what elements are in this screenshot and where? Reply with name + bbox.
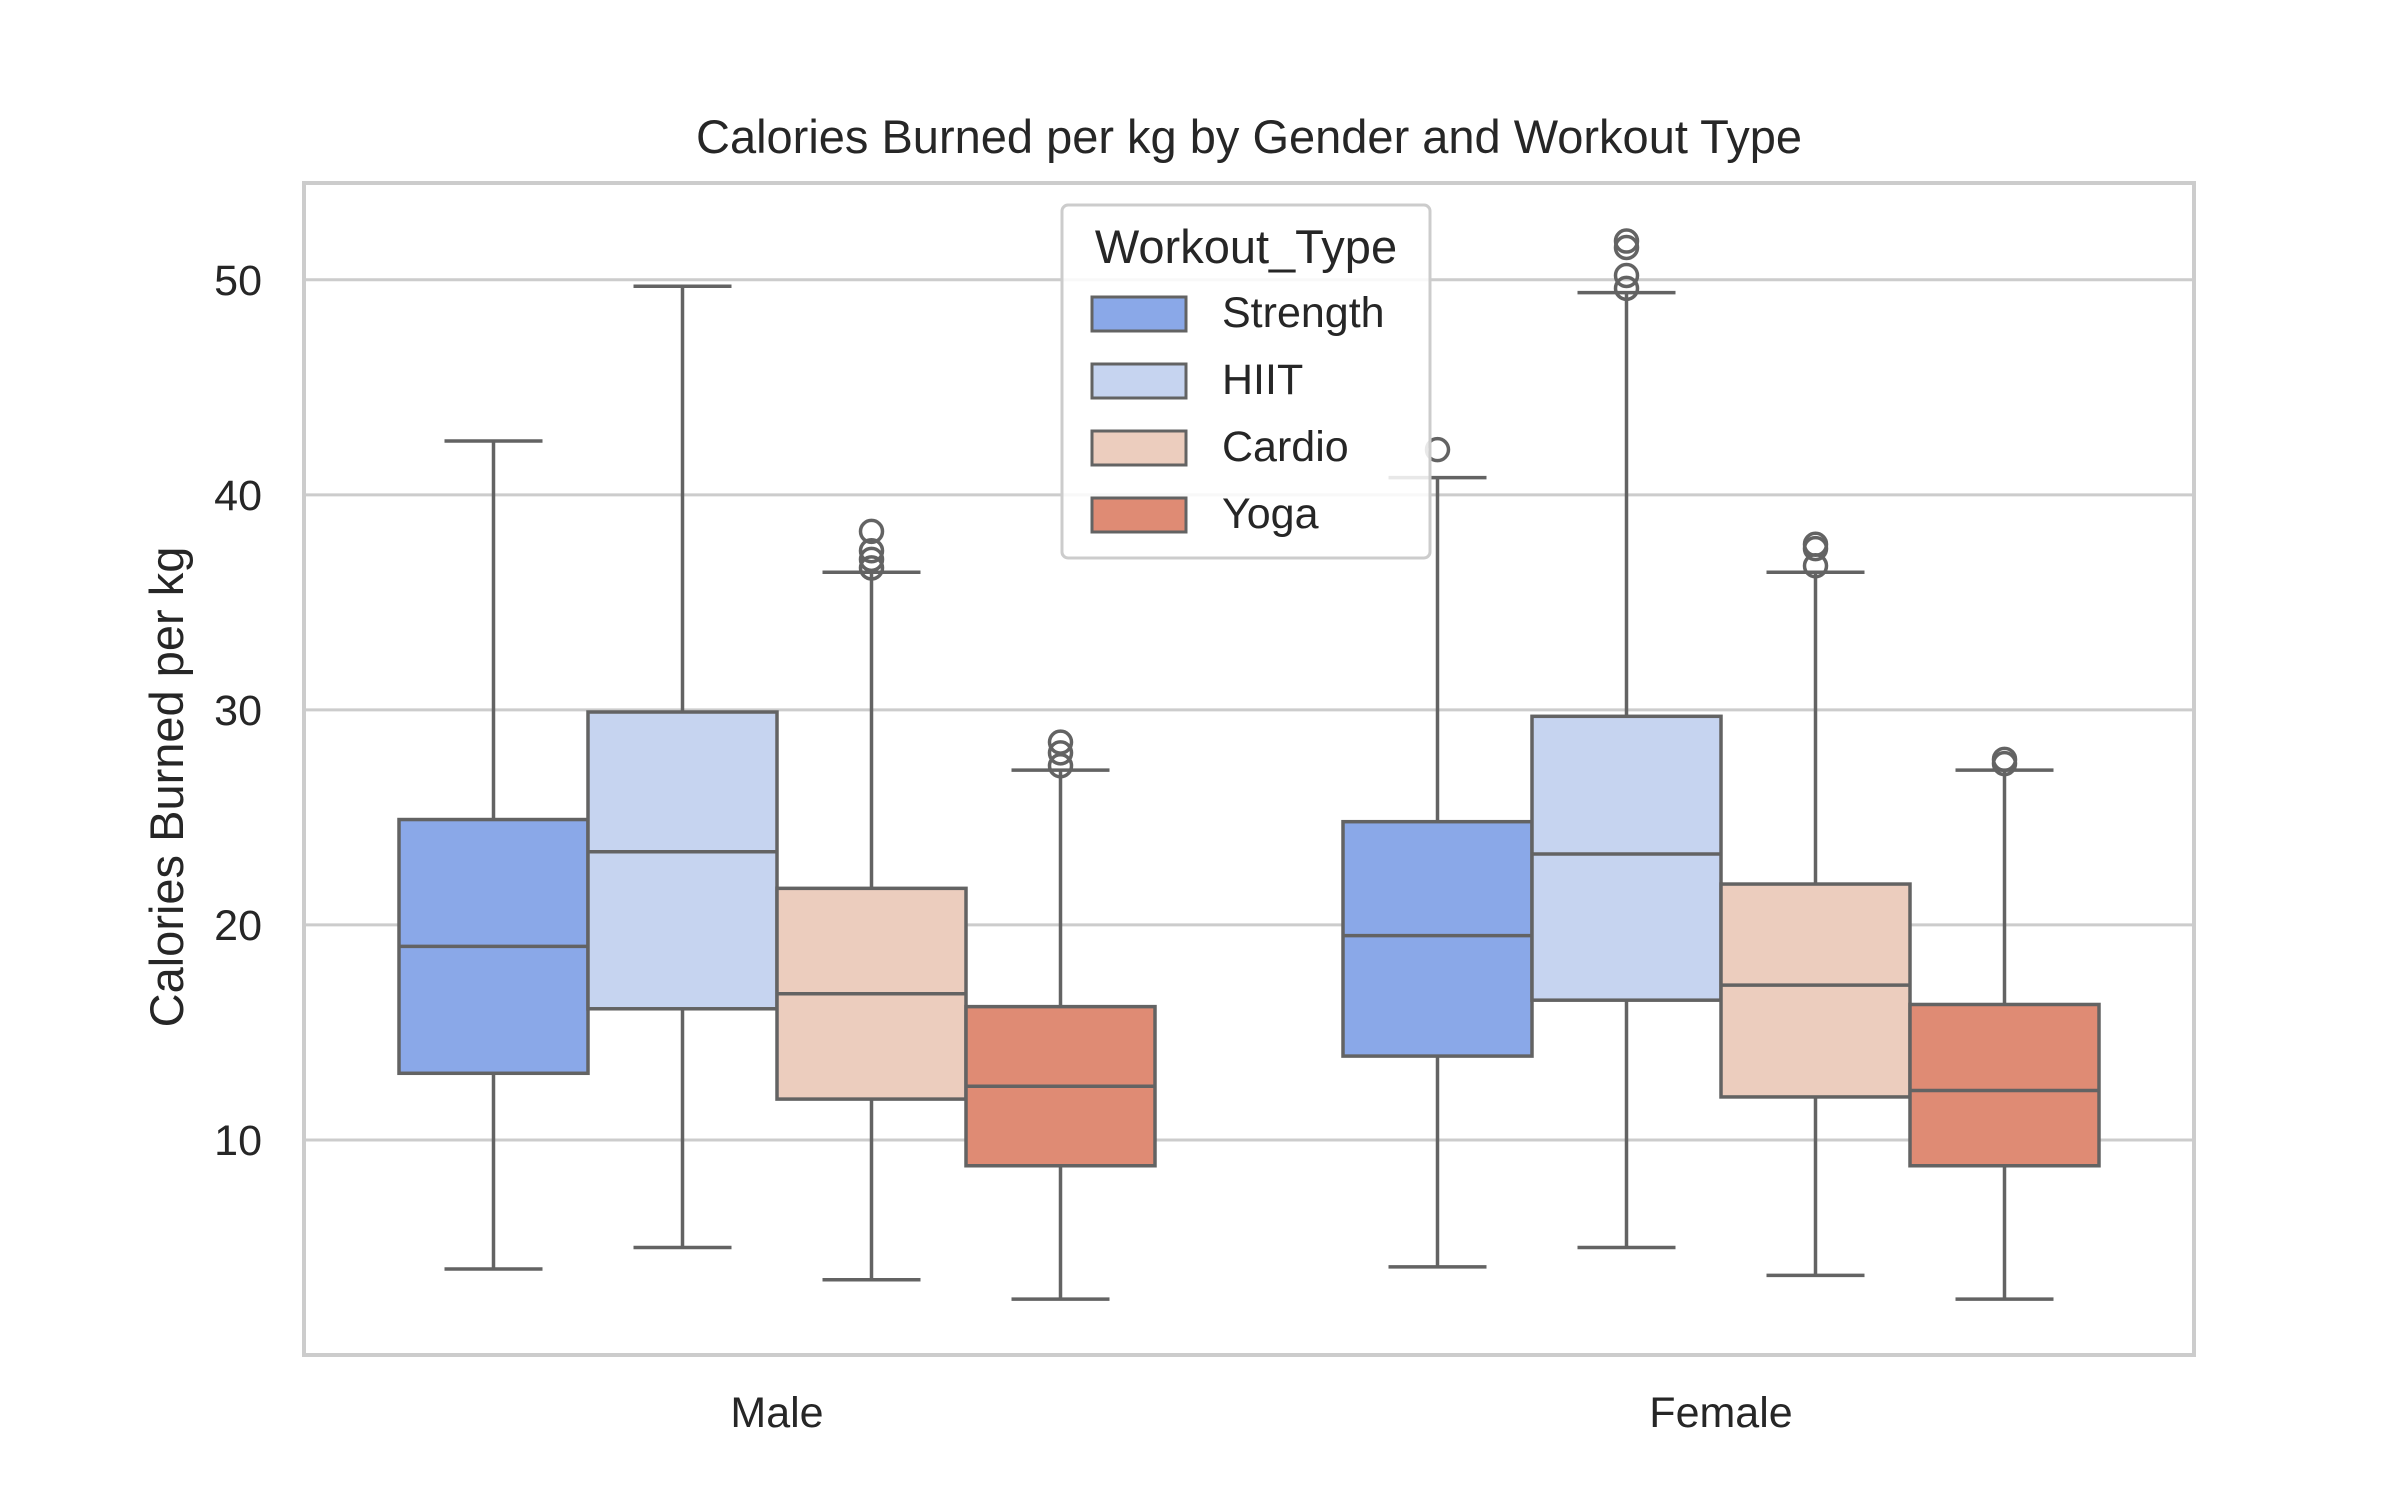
y-tick-label-20: 20 <box>214 902 262 950</box>
outlier-point <box>858 537 885 564</box>
outlier-point <box>1047 740 1074 766</box>
plot-frame <box>302 181 2196 1357</box>
box-body <box>586 710 779 1011</box>
box-body <box>1530 714 1723 1002</box>
box-female-cardio <box>1719 531 1912 1278</box>
y-tick-label-50: 50 <box>214 257 262 305</box>
legend-entry-yoga: Yoga <box>1090 490 1319 538</box>
tick-layer: 10 20 30 40 50 Male Female <box>214 257 1793 1437</box>
x-tick-label-male: Male <box>730 1389 823 1437</box>
box-body <box>1908 1002 2101 1168</box>
box-body <box>1719 882 1912 1099</box>
legend-label-strength: Strength <box>1222 289 1385 337</box>
legend-entry-hiit: HIIT <box>1090 356 1303 404</box>
box-female-yoga <box>1908 746 2101 1301</box>
box-male-cardio <box>775 518 968 1282</box>
legend: Workout_Type Strength HIIT Cardio Yoga <box>1060 203 1432 560</box>
legend-entry-cardio: Cardio <box>1090 423 1349 471</box>
y-tick-label-10: 10 <box>214 1117 262 1165</box>
outlier-point <box>1613 262 1640 289</box>
box-male-hiit <box>586 284 779 1250</box>
box-female-strength <box>1341 436 1534 1269</box>
y-tick-label-40: 40 <box>214 472 262 520</box>
x-tick-label-female: Female <box>1649 1389 1792 1437</box>
box-male-yoga <box>964 729 1157 1301</box>
outlier-point <box>858 518 885 545</box>
outlier-point <box>1613 234 1640 261</box>
legend-swatch-strength <box>1090 295 1188 333</box>
chart-title: Calories Burned per kg by Gender and Wor… <box>696 110 1802 163</box>
legend-label-cardio: Cardio <box>1222 423 1349 471</box>
outlier-point <box>858 546 885 573</box>
legend-swatch-hiit <box>1090 362 1188 400</box>
outlier-point <box>858 555 885 581</box>
outlier-point <box>1613 228 1640 254</box>
outlier-point <box>1991 746 2018 773</box>
box-male-strength <box>397 439 590 1271</box>
legend-swatch-cardio <box>1090 429 1188 467</box>
legend-frame <box>1060 203 1432 560</box>
outlier-point <box>1047 729 1074 755</box>
legend-entries: Strength HIIT Cardio Yoga <box>1090 289 1385 538</box>
y-tick-label-30: 30 <box>214 687 262 735</box>
outlier-point <box>1802 531 1829 558</box>
box-layer <box>397 228 2101 1301</box>
legend-swatch-yoga <box>1090 496 1188 534</box>
legend-label-hiit: HIIT <box>1222 356 1303 404</box>
box-body <box>1341 819 1534 1058</box>
box-female-hiit <box>1530 228 1723 1250</box>
legend-title: Workout_Type <box>1095 220 1397 273</box>
legend-entry-strength: Strength <box>1090 289 1385 337</box>
y-axis-label: Calories Burned per kg <box>140 547 193 1028</box>
outlier-point <box>1613 275 1640 302</box>
legend-label-yoga: Yoga <box>1222 490 1319 538</box>
